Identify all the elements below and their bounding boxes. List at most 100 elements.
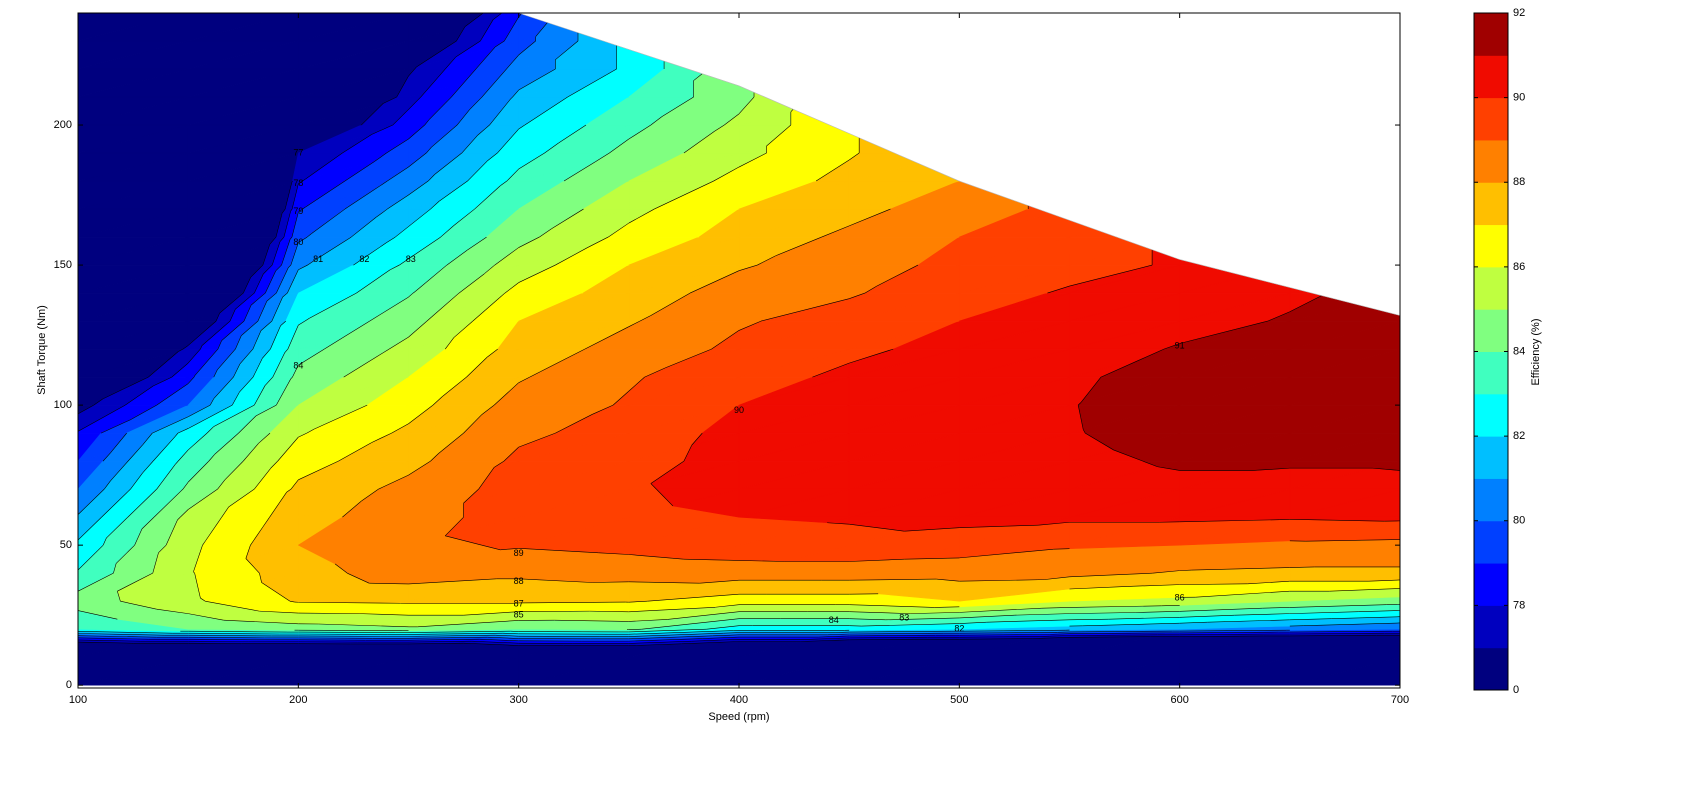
contour-line bbox=[528, 96, 568, 123]
contour-line bbox=[654, 194, 685, 210]
contour-line bbox=[1142, 460, 1158, 468]
contour-line bbox=[683, 131, 715, 154]
contour-line bbox=[263, 264, 273, 275]
contour-line bbox=[650, 292, 691, 316]
contour-band bbox=[738, 638, 810, 642]
contour-line bbox=[298, 180, 303, 185]
contour-band bbox=[577, 14, 621, 42]
contour-line bbox=[188, 630, 287, 633]
contour-line bbox=[650, 116, 663, 126]
contour-line bbox=[1142, 348, 1165, 359]
contour-line bbox=[371, 124, 393, 135]
contour-line bbox=[117, 572, 153, 592]
contour-line bbox=[255, 404, 277, 417]
contour-line bbox=[78, 633, 165, 636]
contour-line bbox=[1179, 607, 1263, 612]
contour-line bbox=[298, 264, 308, 271]
contour-line bbox=[187, 376, 195, 384]
contour-line bbox=[120, 600, 157, 610]
contour-line bbox=[555, 247, 588, 266]
contour-line bbox=[1082, 622, 1180, 627]
colorbar-swatch bbox=[1474, 478, 1508, 522]
contour-line bbox=[683, 180, 714, 196]
contour-line bbox=[156, 608, 189, 614]
contour-band bbox=[187, 13, 299, 42]
contour-line bbox=[724, 113, 740, 126]
contour-band bbox=[1326, 264, 1400, 294]
contour-line bbox=[408, 180, 429, 196]
contour-line bbox=[264, 376, 273, 386]
contour-line bbox=[408, 124, 425, 140]
contour-line bbox=[1127, 584, 1180, 587]
contour-line bbox=[551, 208, 584, 229]
contour-line bbox=[193, 545, 203, 572]
contour-line bbox=[540, 348, 585, 372]
contour-line bbox=[290, 479, 299, 490]
contour-line bbox=[408, 68, 415, 77]
contour-line bbox=[1289, 632, 1385, 635]
colorbar-tick-label: 86 bbox=[1513, 261, 1525, 273]
contour-line bbox=[431, 124, 458, 148]
contour-line bbox=[1191, 567, 1290, 571]
contour-line bbox=[471, 640, 519, 644]
contour-line bbox=[567, 74, 607, 98]
contour-line bbox=[1289, 604, 1387, 608]
contour-line bbox=[177, 516, 181, 521]
contour-line bbox=[180, 488, 184, 492]
contour-line bbox=[194, 348, 219, 376]
x-tick-label: 700 bbox=[1391, 694, 1409, 706]
contour-line bbox=[100, 419, 131, 434]
contour-line bbox=[445, 516, 464, 537]
contour-line bbox=[395, 226, 409, 238]
contour-line bbox=[723, 632, 740, 634]
contour-line bbox=[369, 582, 409, 585]
contour-line bbox=[298, 236, 308, 243]
contour-band bbox=[803, 68, 850, 81]
contour-line bbox=[440, 225, 455, 238]
colorbar-swatch bbox=[1474, 563, 1508, 606]
contour-line bbox=[145, 488, 157, 501]
contour-line bbox=[266, 292, 277, 302]
contour-line bbox=[628, 632, 724, 637]
contour-band bbox=[790, 96, 850, 113]
contour-band bbox=[738, 636, 819, 640]
contour-line bbox=[518, 236, 540, 248]
contour-label: 82 bbox=[954, 624, 964, 634]
contour-line bbox=[412, 291, 416, 294]
contour-line bbox=[510, 96, 513, 100]
contour-line bbox=[420, 92, 425, 98]
contour-line bbox=[608, 222, 630, 238]
contour-line bbox=[187, 432, 208, 451]
contour-line bbox=[391, 423, 409, 434]
contour-line bbox=[493, 13, 503, 20]
contour-line bbox=[518, 578, 593, 583]
contour-line bbox=[289, 236, 293, 240]
contour-label: 84 bbox=[829, 615, 839, 625]
contour-line bbox=[219, 292, 244, 314]
contour-line bbox=[959, 629, 1066, 632]
contour-band bbox=[738, 634, 828, 638]
contour-line bbox=[177, 449, 189, 462]
contour-line bbox=[275, 213, 283, 238]
contour-line bbox=[1069, 605, 1162, 608]
contour-line bbox=[78, 488, 105, 515]
contour-line bbox=[1195, 590, 1290, 598]
contour-line bbox=[910, 612, 960, 614]
contour-line bbox=[815, 159, 850, 182]
contour-line bbox=[849, 558, 905, 562]
contour-band bbox=[1043, 152, 1070, 160]
contour-line bbox=[408, 320, 428, 338]
contour-band bbox=[1326, 264, 1400, 285]
contour-line bbox=[298, 432, 307, 438]
contour-line bbox=[1179, 621, 1208, 624]
contour-line bbox=[262, 244, 271, 266]
contour-line bbox=[241, 320, 259, 336]
contour-line bbox=[353, 242, 387, 266]
contour-line bbox=[1014, 613, 1070, 616]
contour-line bbox=[408, 460, 431, 476]
contour-line bbox=[213, 369, 218, 378]
contour-line bbox=[628, 376, 645, 392]
contour-line bbox=[261, 582, 291, 602]
contour-line bbox=[424, 119, 430, 126]
